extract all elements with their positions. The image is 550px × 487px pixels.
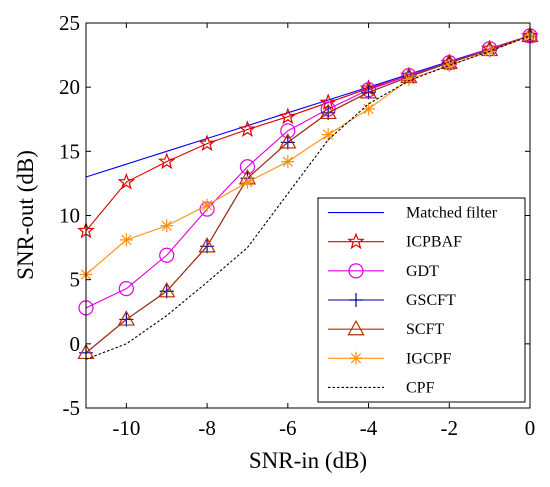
legend-item-gscft: GSCFT (328, 292, 456, 309)
legend-marker (349, 351, 363, 365)
legend-item-icpbaf: ICPBAF (328, 232, 462, 251)
series-cpf (85, 35, 531, 360)
data-point-igcpf (200, 198, 214, 212)
x-tick-label: -4 (360, 416, 378, 440)
data-point-igcpf (402, 72, 416, 86)
legend-label: GSCFT (406, 292, 456, 309)
data-point-igcpf (321, 128, 335, 142)
x-tick-label: 0 (525, 416, 536, 440)
y-tick-label: 10 (59, 204, 80, 228)
data-point-icpbaf (198, 134, 216, 152)
legend-marker (347, 319, 365, 336)
data-point-scft (198, 237, 216, 253)
data-point-igcpf (240, 175, 254, 189)
y-axis-label: SNR-out (dB) (13, 150, 38, 280)
data-point-icpbaf (238, 120, 257, 137)
data-point-igcpf (362, 102, 376, 116)
x-axis-label: SNR-in (dB) (249, 448, 367, 473)
data-point-scft (279, 133, 297, 149)
y-tick-label: 5 (70, 268, 81, 292)
data-point-icpbaf (279, 107, 297, 125)
x-tick-label: -2 (441, 416, 459, 440)
legend-marker (348, 263, 364, 279)
legend-label: SCFT (406, 321, 444, 338)
legend-label: IGCPF (406, 350, 451, 367)
legend-label: GDT (406, 263, 439, 280)
series-layer (77, 26, 539, 360)
legend-label: CPF (406, 379, 435, 396)
series-line-cpf (85, 35, 531, 360)
y-tick-label: 0 (70, 332, 81, 356)
legend-item-gdt: GDT (328, 263, 439, 280)
y-tick-label: 15 (59, 139, 80, 163)
axes-layer: -10 -8 -6 -4 -2 0 -5 0 5 10 15 20 25 (59, 11, 535, 440)
data-point-scft (117, 310, 135, 326)
x-tick-label: -6 (279, 416, 297, 440)
y-tick-label: 25 (59, 11, 80, 35)
legend: Matched filter ICPBAF GDT GSCFT SCFT IGCPF CPF (317, 197, 526, 403)
y-tick-label: 20 (59, 75, 80, 99)
x-tick-label: -10 (112, 416, 140, 440)
data-point-gdt (118, 281, 134, 297)
legend-label: Matched filter (406, 205, 498, 222)
data-point-scft (359, 83, 378, 99)
data-point-gdt (159, 247, 175, 263)
legend-item-matched-filter: Matched filter (328, 205, 498, 222)
legend-label: ICPBAF (406, 234, 462, 251)
x-tick-label: -8 (198, 416, 216, 440)
data-point-igcpf (160, 219, 174, 233)
data-point-igcpf (281, 155, 295, 169)
data-point-igcpf (442, 58, 456, 72)
legend-item-igcpf: IGCPF (328, 350, 451, 367)
data-point-scft (319, 103, 337, 120)
legend-item-cpf: CPF (328, 379, 435, 396)
data-point-igcpf (119, 233, 133, 247)
data-point-scft (158, 281, 176, 298)
data-point-icpbaf (117, 172, 136, 190)
legend-marker (349, 293, 363, 307)
legend-marker (347, 232, 365, 250)
y-tick-label: -5 (63, 396, 81, 420)
data-point-icpbaf (157, 152, 176, 170)
legend-item-scft: SCFT (328, 319, 444, 338)
